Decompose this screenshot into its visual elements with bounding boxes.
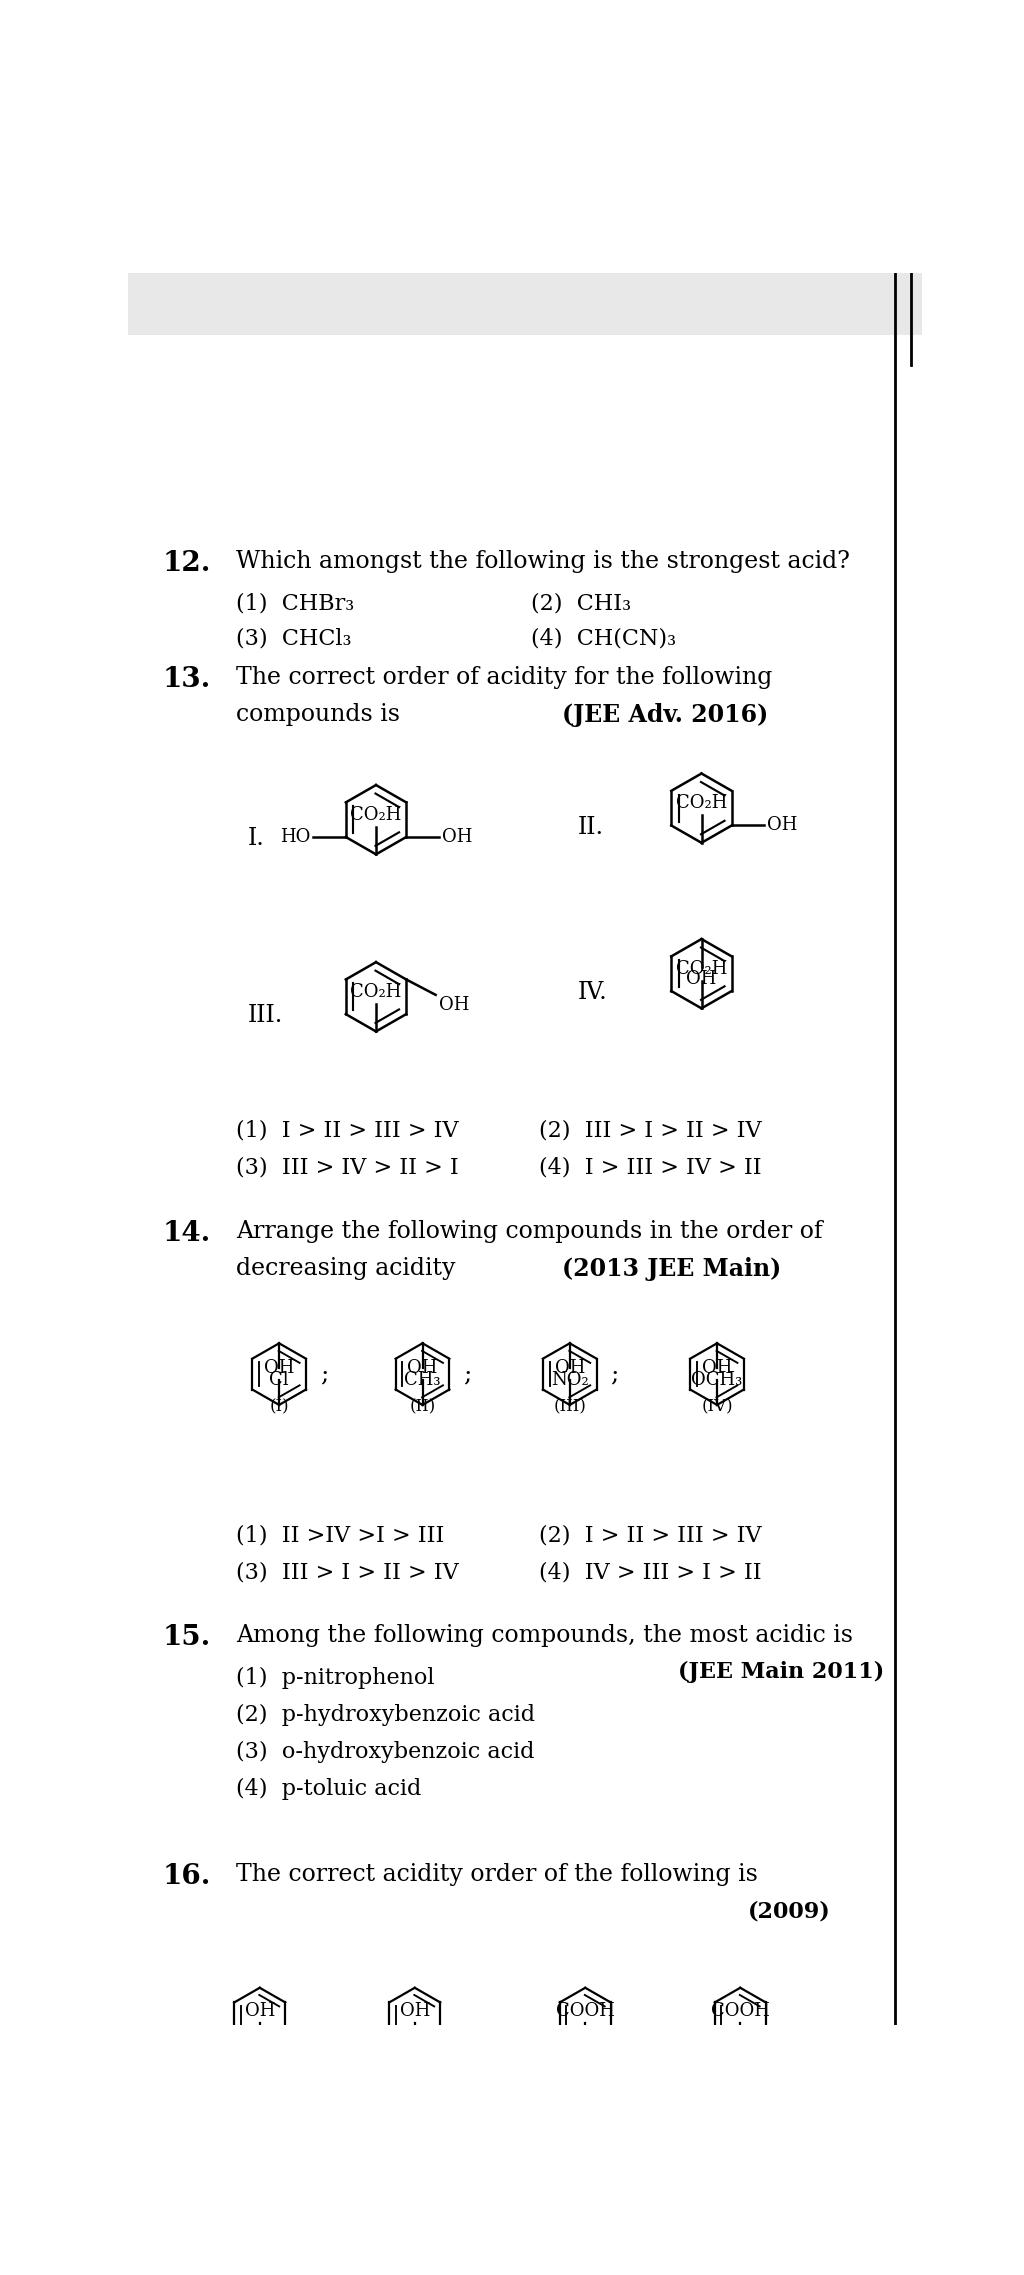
Text: (1)  CHBr₃: (1) CHBr₃ (237, 592, 354, 614)
Text: (4)  CH(CN)₃: (4) CH(CN)₃ (531, 628, 676, 648)
Text: (II): (II) (410, 1399, 435, 1415)
Text: (4)  I > III > IV > II: (4) I > III > IV > II (539, 1158, 762, 1178)
Text: COOH: COOH (711, 2002, 770, 2020)
Text: OH: OH (767, 817, 798, 835)
Text: CO₂H: CO₂H (676, 794, 727, 812)
Text: (I): (I) (269, 1399, 289, 1415)
Text: (2)  CHI₃: (2) CHI₃ (531, 592, 631, 614)
Text: CH₃: CH₃ (404, 1372, 440, 1390)
Text: ;: ; (463, 1363, 472, 1385)
Text: 12.: 12. (163, 551, 211, 578)
Text: (1)  I > II > III > IV: (1) I > II > III > IV (237, 1119, 459, 1142)
Text: 13.: 13. (163, 667, 211, 692)
Text: Among the following compounds, the most acidic is: Among the following compounds, the most … (237, 1624, 853, 1647)
Text: (2)  I > II > III > IV: (2) I > II > III > IV (539, 1524, 762, 1547)
Text: CO₂H: CO₂H (350, 805, 401, 824)
Text: 14.: 14. (163, 1219, 211, 1247)
Text: OH: OH (701, 1358, 732, 1376)
Text: OH: OH (438, 996, 469, 1015)
Text: OH: OH (686, 969, 717, 987)
Text: CO₂H: CO₂H (350, 983, 401, 1001)
Text: (1)  II >IV >I > III: (1) II >IV >I > III (237, 1524, 444, 1547)
Text: (3)  III > IV > II > I: (3) III > IV > II > I (237, 1158, 459, 1178)
Text: (JEE Adv. 2016): (JEE Adv. 2016) (562, 703, 768, 726)
Text: OH: OH (555, 1358, 585, 1376)
Text: compounds is: compounds is (237, 703, 400, 726)
Text: Cl: Cl (269, 1372, 289, 1390)
Text: 15.: 15. (163, 1624, 211, 1652)
Text: (III): (III) (553, 1399, 586, 1415)
Text: (2013 JEE Main): (2013 JEE Main) (562, 1258, 781, 1281)
Text: OH: OH (408, 1358, 437, 1376)
Text: Which amongst the following is the strongest acid?: Which amongst the following is the stron… (237, 551, 850, 573)
Text: (3)  III > I > II > IV: (3) III > I > II > IV (237, 1561, 459, 1583)
FancyBboxPatch shape (128, 273, 922, 334)
Text: 16.: 16. (163, 1863, 211, 1891)
Text: ;: ; (319, 1363, 329, 1385)
Text: NO₂: NO₂ (551, 1372, 589, 1390)
Text: (2009): (2009) (748, 1900, 830, 1922)
Text: (4)  p-toluic acid: (4) p-toluic acid (237, 1777, 422, 1800)
Text: (3)  CHCl₃: (3) CHCl₃ (237, 628, 352, 648)
Text: I.: I. (248, 828, 265, 851)
Text: IV.: IV. (578, 981, 607, 1003)
Text: OH: OH (245, 2002, 274, 2020)
Text: (IV): (IV) (701, 1399, 733, 1415)
Text: II.: II. (578, 817, 603, 839)
Text: Arrange the following compounds in the order of: Arrange the following compounds in the o… (237, 1219, 823, 1242)
Text: (1)  p-nitrophenol: (1) p-nitrophenol (237, 1668, 435, 1688)
Text: (JEE Main 2011): (JEE Main 2011) (678, 1661, 885, 1684)
Text: OH: OH (399, 2002, 430, 2020)
Text: OH: OH (441, 828, 472, 846)
Text: HO: HO (280, 828, 310, 846)
Text: COOH: COOH (556, 2002, 614, 2020)
Text: The correct acidity order of the following is: The correct acidity order of the followi… (237, 1863, 759, 1886)
Text: OCH₃: OCH₃ (691, 1372, 742, 1390)
Text: CO₂H: CO₂H (676, 960, 727, 978)
Text: decreasing acidity: decreasing acidity (237, 1258, 456, 1281)
Text: III.: III. (248, 1006, 284, 1028)
Text: (2)  III > I > II > IV: (2) III > I > II > IV (539, 1119, 762, 1142)
Text: (2)  p-hydroxybenzoic acid: (2) p-hydroxybenzoic acid (237, 1704, 536, 1727)
Text: ;: ; (610, 1363, 618, 1385)
Text: (4)  IV > III > I > II: (4) IV > III > I > II (539, 1561, 762, 1583)
Text: OH: OH (264, 1358, 294, 1376)
Text: (3)  o-hydroxybenzoic acid: (3) o-hydroxybenzoic acid (237, 1740, 535, 1763)
Text: The correct order of acidity for the following: The correct order of acidity for the fol… (237, 667, 773, 689)
